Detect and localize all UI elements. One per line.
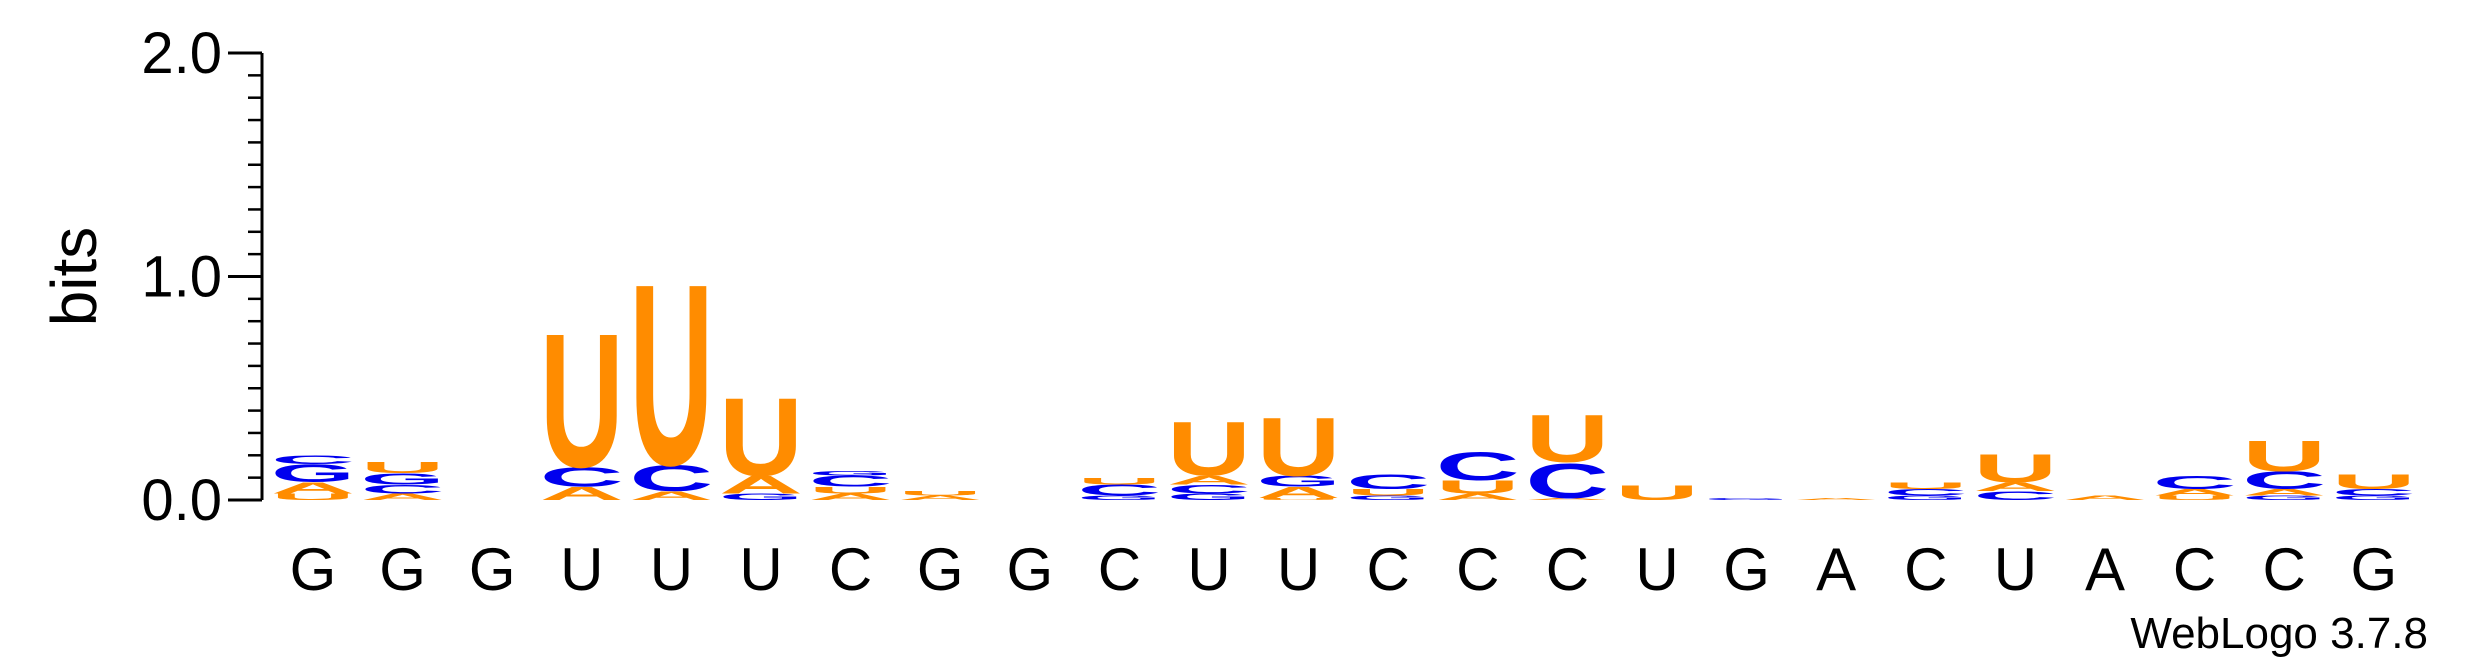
logo-letter-C: C: [809, 473, 893, 490]
logo-letter-C: C: [1167, 482, 1251, 496]
credit-label: WebLogo 3.7.8: [2130, 609, 2428, 658]
logo-letter-G: G: [361, 471, 445, 488]
logo-letter-U: U: [1615, 480, 1699, 504]
x-tick-label: G: [1006, 536, 1053, 603]
logo-letter-C: C: [2332, 487, 2416, 497]
logo-letter-C: C: [629, 458, 713, 499]
logo-letter-U: U: [1077, 476, 1161, 486]
logo-letter-G: G: [1705, 497, 1789, 500]
x-tick-label: C: [1367, 536, 1410, 603]
logo-letter-A: A: [361, 492, 445, 502]
x-tick-label: U: [1277, 536, 1320, 603]
x-tick-label: G: [469, 536, 516, 603]
logo-letter-G: G: [1167, 492, 1251, 502]
logo-letter-C: C: [1973, 489, 2057, 503]
x-tick-label: A: [1816, 536, 1856, 603]
logo-letter-A: A: [1167, 473, 1251, 487]
x-tick-label: C: [2173, 536, 2216, 603]
x-tick-label: U: [560, 536, 603, 603]
x-tick-label: U: [650, 536, 693, 603]
logo-letter-A: A: [271, 479, 355, 496]
x-tick-label: U: [1994, 536, 2037, 603]
logo-letter-U: U: [629, 229, 713, 519]
logo-letter-C: C: [1525, 453, 1609, 508]
logo-letter-G: G: [1077, 495, 1161, 502]
y-axis-title: bits: [38, 227, 110, 327]
x-tick-label: C: [1456, 536, 1499, 603]
logo-letter-A: A: [2063, 494, 2147, 501]
logo-letter-C: C: [1436, 444, 1520, 489]
logo-letter-U: U: [2332, 469, 2416, 493]
x-tick-label: G: [1723, 536, 1770, 603]
y-tick-label: 2.0: [141, 21, 222, 86]
logo-letter-A: A: [1525, 497, 1609, 500]
logo-letter-A: A: [1436, 492, 1520, 502]
logo-letter-U: U: [1346, 487, 1430, 497]
x-tick-label: U: [1635, 536, 1678, 603]
x-tick-label: C: [829, 536, 872, 603]
logo-letter-U: U: [2242, 432, 2326, 480]
logo-letter-G: G: [2332, 495, 2416, 502]
x-tick-label: C: [1546, 536, 1589, 603]
y-tick-label: 1.0: [141, 245, 222, 310]
logo-letter-U: U: [1257, 401, 1341, 494]
logo-letter-U: U: [1257, 497, 1341, 500]
logo-letter-A: A: [2153, 487, 2237, 497]
logo-letter-G: G: [1257, 473, 1341, 490]
logo-letter-U: U: [1436, 477, 1520, 498]
logo-letter-A: A: [540, 483, 624, 504]
logo-letter-C: C: [1884, 487, 1968, 497]
x-tick-label: G: [2350, 536, 2397, 603]
logo-letter-G: G: [809, 470, 893, 477]
logo-letter-A: A: [629, 489, 713, 503]
logo-letter-A: A: [2242, 487, 2326, 497]
logo-letter-U: U: [898, 490, 982, 497]
logo-letter-C: C: [1346, 469, 1430, 493]
x-tick-label: C: [1904, 536, 1947, 603]
y-axis: 0.0 1.0 2.0: [141, 21, 264, 533]
logo-letter-U: U: [1525, 401, 1609, 477]
logo-letter-G: G: [1346, 495, 1430, 502]
x-tick-label: U: [1187, 536, 1230, 603]
x-tick-label: G: [379, 536, 426, 603]
logo-letter-A: A: [1973, 480, 2057, 494]
logo-letter-G: G: [271, 460, 355, 488]
logo-letter-U: U: [361, 459, 445, 476]
logo-letter-G: G: [1884, 495, 1968, 502]
logo-letter-C: C: [2153, 472, 2237, 493]
logo-letter-C: C: [2242, 467, 2326, 495]
logo-letter-C: C: [361, 482, 445, 496]
logo-letter-C: C: [540, 461, 624, 492]
logo-letter-C: C: [271, 453, 355, 467]
logo-letter-U: U: [809, 485, 893, 495]
y-tick-label: 0.0: [141, 468, 222, 533]
x-tick-label: G: [290, 536, 337, 603]
logo-letter-C: C: [1077, 482, 1161, 499]
logo-letter-U: U: [719, 376, 803, 500]
logo-letter-G: G: [2242, 495, 2326, 502]
x-tick-label: U: [739, 536, 782, 603]
logo-letter-A: A: [719, 471, 803, 499]
logo-letter-A: A: [1794, 497, 1878, 500]
logo-letter-A: A: [1257, 484, 1341, 501]
logo-letter-U: U: [1973, 446, 2057, 491]
x-tick-label: G: [917, 536, 964, 603]
logo-letter-U: U: [271, 492, 355, 502]
logo-letter-U: U: [540, 294, 624, 508]
logo-letter-A: A: [809, 492, 893, 502]
x-tick-label: C: [1098, 536, 1141, 603]
logo-letter-U: U: [1167, 406, 1251, 492]
logo-letter-A: A: [898, 494, 982, 501]
logo-letter-U: U: [2153, 494, 2237, 501]
logo-letter-G: G: [719, 492, 803, 502]
x-tick-label: C: [2263, 536, 2306, 603]
logo-letter-U: U: [1884, 481, 1968, 491]
x-tick-label: A: [2085, 536, 2125, 603]
